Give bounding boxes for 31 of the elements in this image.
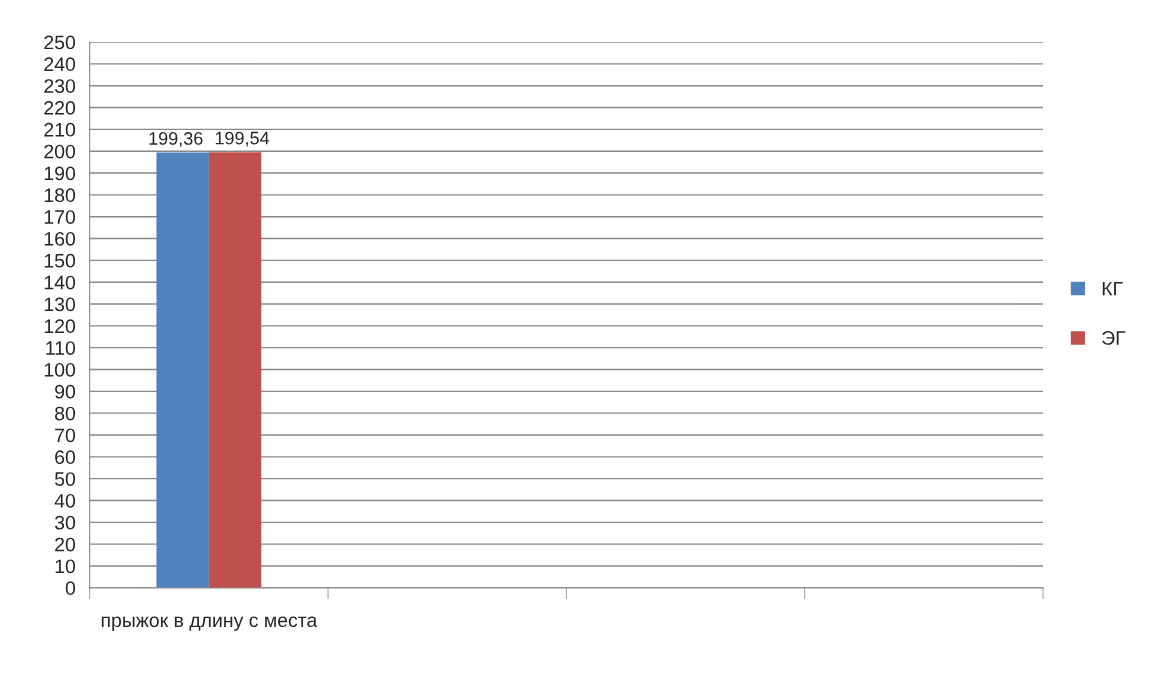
y-tick-label: 240	[44, 57, 76, 72]
y-tick-label: 140	[44, 275, 76, 290]
y-tick-label: 90	[55, 384, 76, 399]
y-tick-label: 100	[44, 362, 76, 377]
y-tick-label: 40	[54, 493, 76, 508]
y-tick-label: 180	[44, 188, 76, 203]
y-tick-label: 0	[65, 581, 76, 596]
y-tick-label: 50	[54, 472, 76, 486]
data-label: 199,36	[149, 132, 203, 147]
y-tick-label: 200	[44, 144, 76, 159]
y-tick-label: 20	[55, 537, 76, 552]
y-tick-label: 10	[55, 559, 76, 574]
data-label: 199,54	[215, 131, 270, 147]
y-tick-label: 230	[44, 79, 76, 93]
y-tick-label: 70	[55, 428, 76, 443]
y-tick-label: 120	[44, 319, 76, 334]
y-tick-label: 170	[44, 210, 76, 224]
y-tick-label: 160	[44, 231, 76, 246]
y-tick-label: 130	[44, 297, 76, 312]
y-tick-label: 110	[46, 341, 76, 355]
y-tick-label: 150	[44, 253, 76, 268]
y-tick-label: 30	[54, 515, 76, 530]
legend-label: КГ	[1102, 281, 1123, 296]
y-tick-label: 190	[44, 166, 76, 181]
y-tick-label: 250	[44, 35, 76, 50]
y-tick-label: 220	[44, 101, 76, 115]
y-tick-label: 210	[44, 122, 76, 137]
y-tick-label: 80	[55, 406, 76, 421]
y-tick-label: 60	[55, 450, 76, 465]
x-tick-label: прыжок в длину с места	[101, 616, 318, 631]
legend-label: ЭГ	[1102, 331, 1126, 345]
